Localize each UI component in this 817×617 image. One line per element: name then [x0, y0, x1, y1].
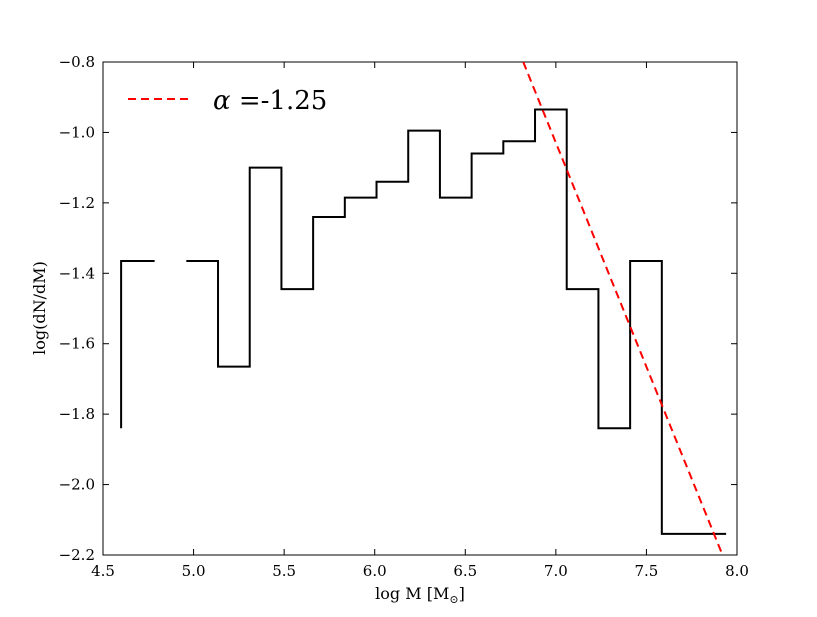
y-tick-label: −2.2 [59, 546, 95, 564]
x-tick-label: 5.0 [182, 562, 206, 580]
x-tick-label: 6.5 [453, 562, 477, 580]
legend-value: =-1.25 [231, 86, 328, 116]
x-tick-label: 5.5 [272, 562, 296, 580]
legend-label: α =-1.25 [213, 86, 327, 116]
legend-alpha: α [213, 86, 231, 116]
legend: α =-1.25 [128, 86, 327, 116]
x-tick-label: 6.0 [363, 562, 387, 580]
y-tick-label: −1.4 [59, 264, 95, 282]
x-tick-label: 7.5 [634, 562, 658, 580]
histogram-step-segment-1 [186, 108, 727, 535]
plot-area [102, 61, 738, 556]
histogram-step-segment-0 [120, 259, 155, 429]
x-tick-label: 8.0 [725, 562, 749, 580]
y-tick-label: −1.0 [59, 123, 95, 141]
y-tick-label: −1.6 [59, 335, 95, 353]
x-tick-label: 7.0 [544, 562, 568, 580]
ticks-layer: 4.5 5.0 5.5 6.0 6.5 7.0 7.5 8.0 −2.2 −2.0 −1.8 −1.6… [59, 53, 749, 580]
y-axis-label: log(dN/dM) [30, 261, 49, 355]
x-axis-label: log M [M⊙] [375, 584, 465, 606]
series-layer [120, 62, 727, 555]
y-tick-label: −0.8 [59, 53, 95, 71]
y-tick-label: −2.0 [59, 476, 95, 494]
y-tick-label: −1.2 [59, 194, 95, 212]
x-tick-label: 4.5 [91, 562, 115, 580]
y-tick-label: −1.8 [59, 405, 95, 423]
power-law-fit-line [522, 62, 724, 555]
